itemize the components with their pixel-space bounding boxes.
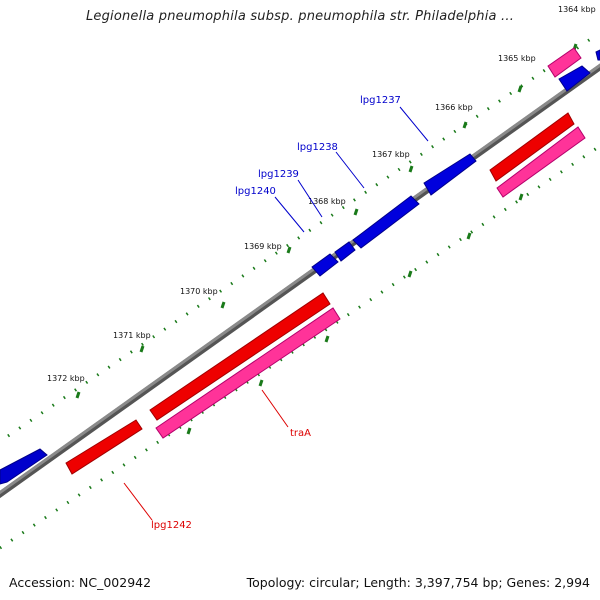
forward-gene-arrow[interactable] [352,195,420,249]
inner-major-ticks [186,193,524,435]
genome-summary-text: Topology: circular; Length: 3,397,754 bp… [246,575,590,590]
reverse-label-leaders [123,389,289,521]
cds-bar[interactable] [547,47,582,78]
reverse-cds [155,47,586,439]
cds-bar[interactable] [155,307,341,439]
forward-gene-arrow[interactable] [595,49,600,61]
tick-label-1372: 1372 kbp [47,374,85,383]
forward-genes [0,49,600,485]
gene-label-lpg1240[interactable]: lpg1240 [235,186,276,197]
forward-gene-arrow[interactable] [0,448,48,485]
forward-label-leaders [274,106,429,233]
tick-label-1365: 1365 kbp [498,54,536,63]
gene-label-lpg1242[interactable]: lpg1242 [151,520,192,531]
tick-label-1368: 1368 kbp [308,197,346,206]
reverse-gene-arrow[interactable] [149,292,331,421]
cds-bar[interactable] [496,126,586,198]
tick-label-1370: 1370 kbp [180,287,218,296]
reverse-gene-arrow[interactable] [65,419,143,475]
forward-gene-arrow[interactable] [334,241,356,262]
gene-label-lpg1237[interactable]: lpg1237 [360,95,401,106]
tick-label-1366: 1366 kbp [435,103,473,112]
reverse-gene-arrow[interactable] [489,112,575,182]
tick-label-1369: 1369 kbp [244,242,282,251]
tick-label-1364: 1364 kbp [558,5,596,14]
outer-tick-track [7,34,596,438]
gene-label-traA[interactable]: traA [290,428,311,439]
reverse-genes [65,112,575,475]
forward-gene-arrow[interactable] [311,253,339,277]
accession-text: Accession: NC_002942 [9,575,152,590]
forward-gene-arrow[interactable] [558,65,591,92]
tick-label-1371: 1371 kbp [113,331,151,340]
inner-tick-track [0,144,600,550]
gene-label-lpg1238[interactable]: lpg1238 [297,142,338,153]
map-title: Legionella pneumophila subsp. pneumophil… [85,9,515,24]
backbone [0,63,600,495]
forward-gene-arrow[interactable] [423,153,477,196]
backbone-shadow [0,63,600,499]
outer-major-ticks [75,43,578,399]
tick-label-1367: 1367 kbp [372,150,410,159]
gene-label-lpg1239[interactable]: lpg1239 [258,169,299,180]
